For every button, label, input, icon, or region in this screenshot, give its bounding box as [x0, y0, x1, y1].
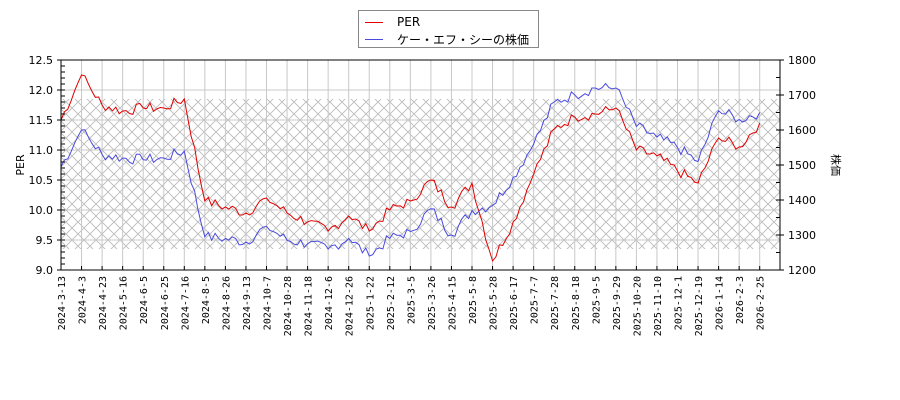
- legend: PER ケー・エフ・シーの株価: [358, 10, 539, 48]
- x-tick-label: 2026-2-25: [756, 276, 767, 330]
- legend-label-price: ケー・エフ・シーの株価: [397, 32, 530, 47]
- x-tick-label: 2024-4-3: [78, 276, 89, 324]
- x-tick-label: 2026-2-3: [735, 276, 746, 324]
- x-tick-label: 2025-5-28: [489, 276, 500, 330]
- legend-label-per: PER: [397, 15, 421, 29]
- right-tick-label: 1800: [788, 54, 816, 67]
- left-tick-label: 11.0: [29, 144, 54, 157]
- x-tick-label: 2024-12-26: [345, 276, 356, 336]
- x-tick-label: 2024-10-28: [283, 276, 294, 336]
- x-tick-label: 2024-6-5: [139, 276, 150, 324]
- x-tick-label: 2024-9-13: [242, 276, 253, 330]
- x-tick-label: 2024-8-5: [201, 276, 212, 324]
- x-tick-label: 2025-5-8: [468, 276, 479, 324]
- x-tick-label: 2025-11-10: [653, 276, 664, 336]
- right-axis-title: 株価: [829, 154, 843, 176]
- x-tick-label: 2024-11-18: [304, 276, 315, 336]
- right-tick-label: 1300: [788, 229, 816, 242]
- x-tick-label: 2025-3-26: [427, 276, 438, 330]
- left-axis-title: PER: [14, 154, 27, 176]
- series-lines: [60, 74, 761, 263]
- x-tick-label: 2025-2-12: [386, 276, 397, 330]
- x-tick-label: 2025-7-7: [530, 276, 541, 324]
- left-tick-label: 11.5: [29, 114, 54, 127]
- shaded-band: [61, 99, 780, 249]
- x-tick-label: 2025-8-18: [571, 276, 582, 330]
- right-tick-label: 1600: [788, 124, 816, 137]
- x-tick-label: 2025-12-1: [674, 276, 685, 330]
- legend-swatch-price: [365, 38, 383, 40]
- x-tick-label: 2025-7-28: [550, 276, 561, 330]
- left-tick-label: 9.0: [36, 264, 54, 277]
- legend-item-per: PER: [365, 14, 420, 30]
- x-tick-label: 2024-3-13: [57, 276, 68, 330]
- x-tick-label: 2024-10-7: [263, 276, 274, 330]
- legend-swatch-per: [365, 21, 383, 23]
- per-line: [60, 74, 761, 263]
- x-tick-label: 2024-8-26: [221, 276, 232, 330]
- plot-area: [61, 60, 780, 270]
- x-tick-label: 2025-3-5: [406, 276, 417, 324]
- x-tick-label: 2025-9-29: [612, 276, 623, 330]
- x-tick-label: 2025-12-19: [694, 276, 705, 336]
- x-tick-label: 2026-1-14: [715, 276, 726, 330]
- right-tick-label: 1400: [788, 194, 816, 207]
- left-tick-label: 10.0: [29, 204, 54, 217]
- x-tick-label: 2025-9-5: [591, 276, 602, 324]
- right-tick-label: 1500: [788, 159, 816, 172]
- x-tick-label: 2025-10-20: [632, 276, 643, 336]
- right-tick-label: 1200: [788, 264, 816, 277]
- x-tick-label: 2025-4-15: [447, 276, 458, 330]
- x-tick-label: 2025-6-17: [509, 276, 520, 330]
- left-tick-label: 9.5: [36, 234, 54, 247]
- right-tick-label: 1700: [788, 89, 816, 102]
- left-tick-label: 12.0: [29, 84, 54, 97]
- x-tick-label: 2024-12-6: [324, 276, 335, 330]
- axis-labels: 9.0 9.5 10.0 10.5 11.0 11.5 12.0 12.5 1200 1300 14…: [29, 54, 817, 336]
- x-tick-label: 2024-7-16: [180, 276, 191, 330]
- x-tick-label: 2024-4-23: [98, 276, 109, 330]
- price-line: [60, 82, 761, 257]
- axis-ticks: [57, 59, 784, 271]
- left-tick-label: 12.5: [29, 54, 54, 67]
- legend-item-price: ケー・エフ・シーの株価: [365, 31, 529, 47]
- x-tick-label: 2024-6-25: [160, 276, 171, 330]
- left-tick-label: 10.5: [29, 174, 54, 187]
- x-tick-label: 2025-1-22: [365, 276, 376, 330]
- x-tick-label: 2024-5-16: [119, 276, 130, 330]
